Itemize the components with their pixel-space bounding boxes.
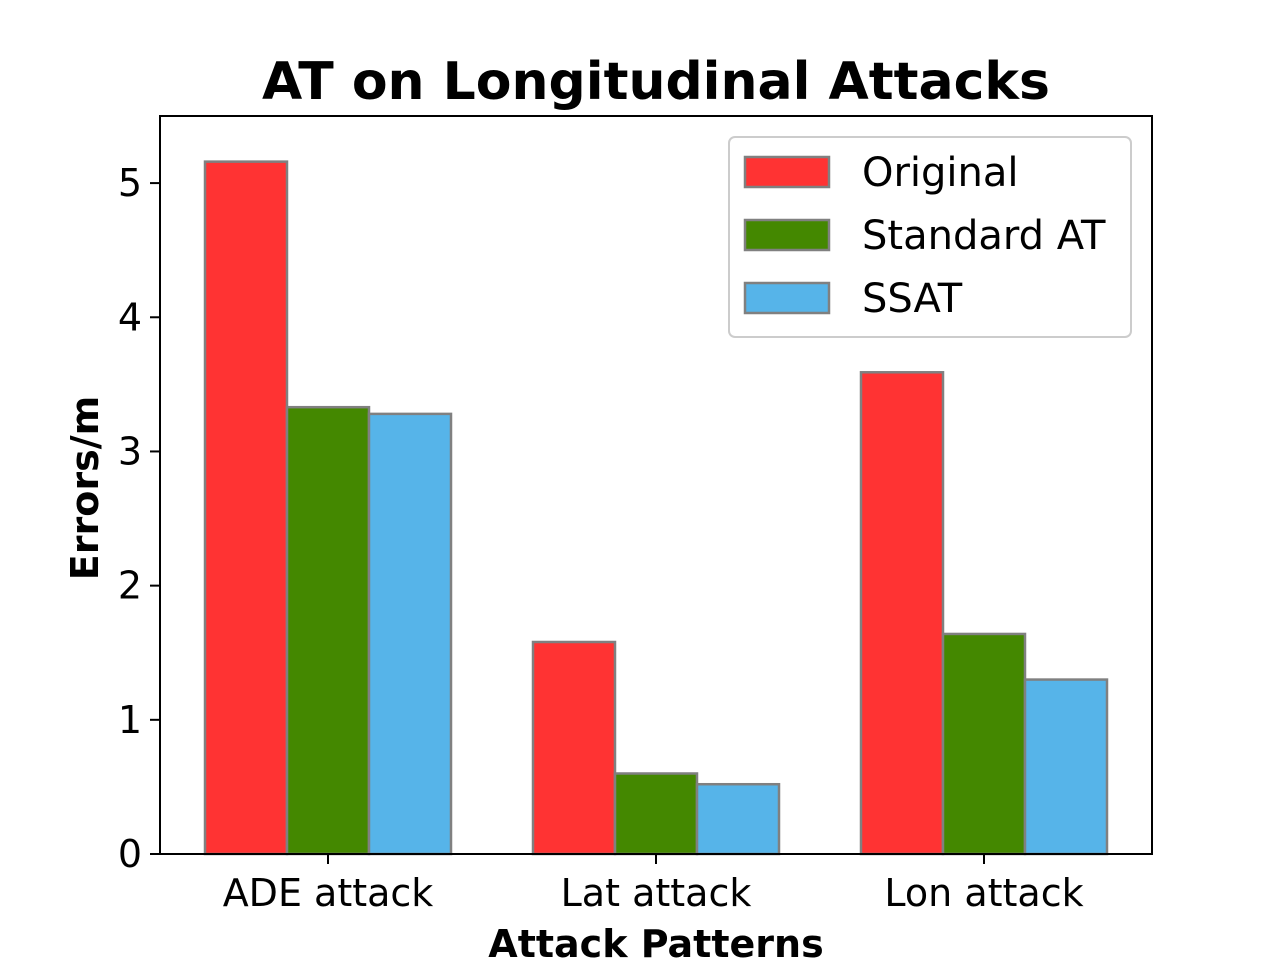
- bar-standard-at-1: [285, 405, 371, 856]
- y-tick-label: 1: [118, 698, 142, 742]
- legend-label: Standard AT: [862, 213, 1106, 259]
- x-tick-label: Lon attack: [884, 871, 1083, 915]
- legend-swatch: [743, 155, 831, 189]
- x-tick-label: ADE attack: [223, 871, 434, 915]
- legend: Original Standard AT SSAT: [728, 136, 1132, 338]
- bar-standard-at-2: [613, 772, 699, 856]
- x-axis-label: Attack Patterns: [488, 922, 823, 960]
- legend-label: SSAT: [862, 276, 963, 322]
- y-tick-label: 2: [118, 564, 142, 608]
- y-tick-label: 4: [118, 295, 142, 339]
- bar-ssat-1: [367, 412, 453, 856]
- y-axis-label: Errors/m: [63, 396, 107, 580]
- legend-label: Original: [862, 150, 1019, 196]
- bar-original-3: [859, 371, 945, 856]
- y-tick-label: 5: [118, 161, 142, 205]
- x-tick-label: Lat attack: [561, 871, 752, 915]
- bar-original-1: [203, 160, 289, 856]
- legend-swatch: [743, 218, 831, 252]
- bar-ssat-3: [1023, 678, 1109, 856]
- bars-layer: [203, 160, 1109, 856]
- y-axis: 0 1 2 3 4 5: [118, 161, 160, 876]
- chart-title: AT on Longitudinal Attacks: [262, 52, 1050, 112]
- y-tick-label: 0: [118, 832, 142, 876]
- y-tick-label: 3: [118, 429, 142, 473]
- bar-ssat-2: [695, 782, 781, 856]
- x-axis: ADE attack Lat attack Lon attack: [223, 854, 1084, 915]
- bar-standard-at-3: [941, 632, 1027, 856]
- bar-original-2: [531, 640, 617, 856]
- legend-swatch: [743, 281, 831, 315]
